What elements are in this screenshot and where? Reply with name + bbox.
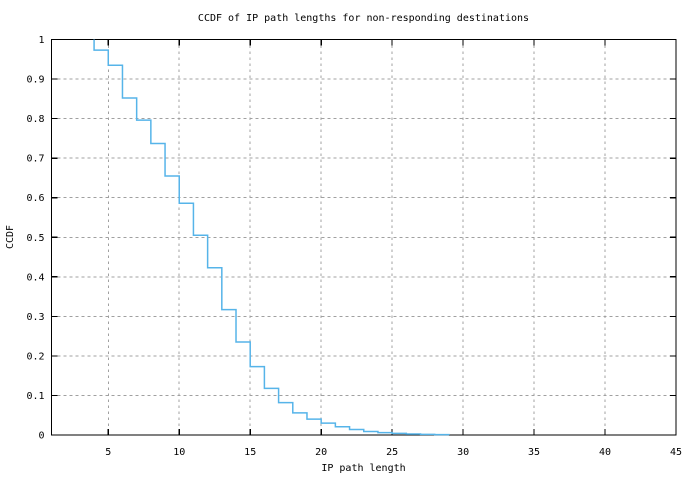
chart-title: CCDF of IP path lengths for non-respondi… (197, 13, 530, 24)
x-tick-label: 30 (457, 447, 469, 458)
x-axis-label: IP path length (321, 463, 406, 474)
ccdf-step-line (93, 39, 450, 436)
y-tick-label: 0 (38, 431, 44, 442)
x-tick-label: 25 (386, 447, 398, 458)
x-tick-label: 10 (173, 447, 185, 458)
y-tick-label: 0.1 (26, 391, 44, 402)
y-tick-label: 0.7 (26, 154, 44, 165)
plot-border (50, 38, 677, 436)
y-tick-label: 0.8 (26, 114, 44, 125)
y-tick-label: 0.3 (26, 312, 44, 323)
y-tick-label: 1 (38, 35, 44, 46)
x-tick-label: 35 (528, 447, 540, 458)
x-tick-label: 45 (670, 447, 682, 458)
y-axis-label: CCDF (5, 224, 16, 250)
x-tick-label: 20 (315, 447, 327, 458)
x-tick-label: 15 (244, 447, 256, 458)
x-tick-label: 40 (599, 447, 611, 458)
y-tick-label: 0.4 (26, 272, 44, 283)
y-tick-label: 0.9 (26, 75, 44, 86)
x-tick-label: 5 (105, 447, 111, 458)
y-tick-label: 0.5 (26, 233, 44, 244)
y-tick-label: 0.2 (26, 351, 44, 362)
y-tick-label: 0.6 (26, 193, 44, 204)
